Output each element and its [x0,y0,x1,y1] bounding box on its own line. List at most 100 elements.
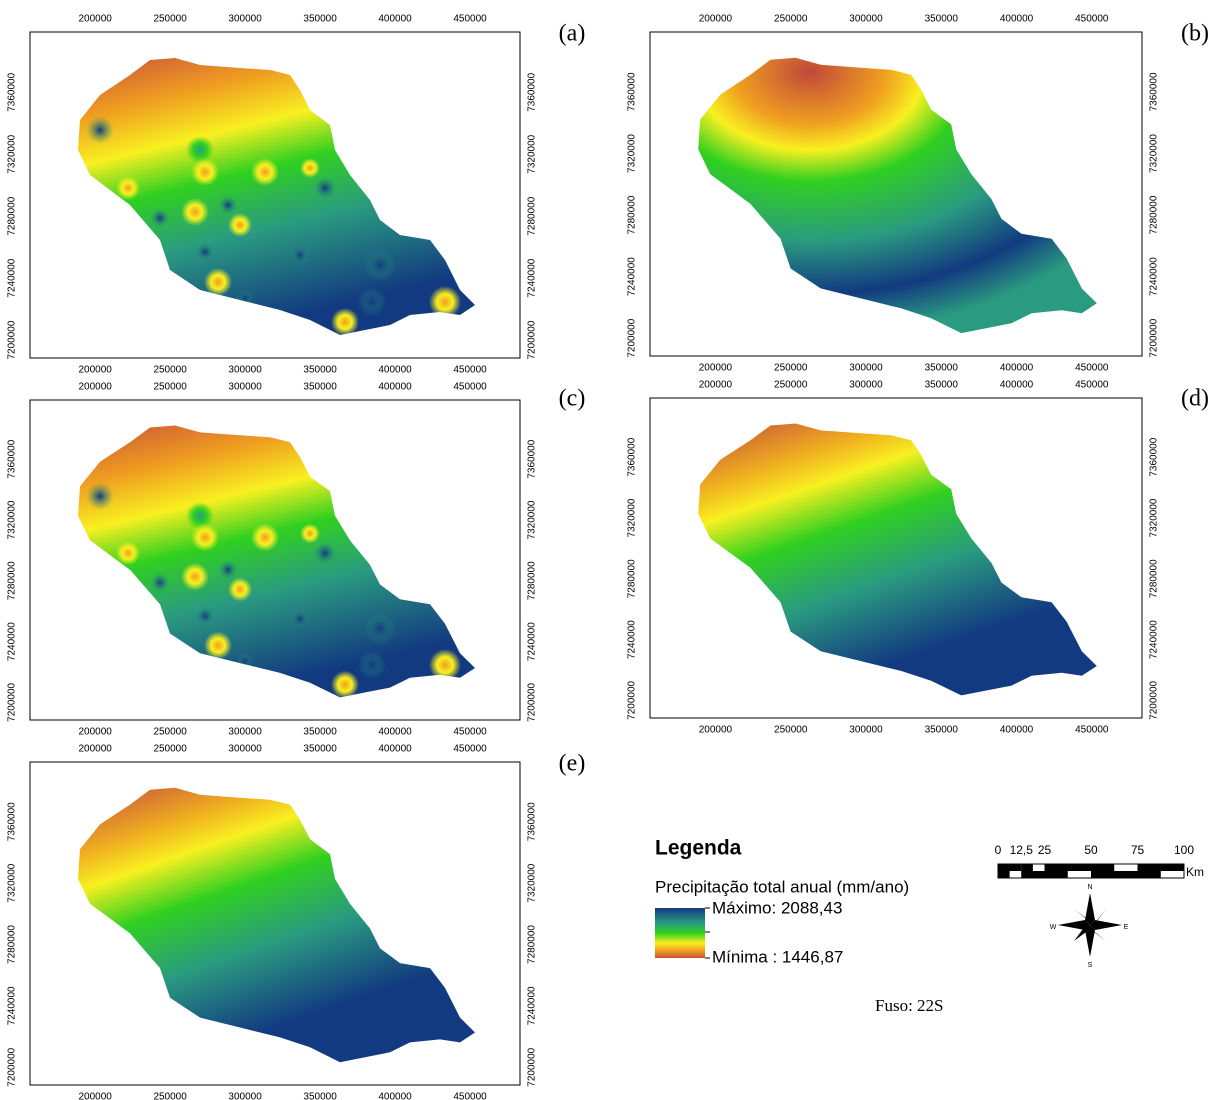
panel-label: (e) [559,751,586,777]
y-tick-label: 7240000 [627,620,638,659]
y-tick-label: 7240000 [7,622,18,661]
spot [191,158,219,186]
spot [195,605,215,626]
scale-label: 12,5 [1010,843,1034,857]
x-tick-label: 450000 [453,1092,487,1100]
spot [86,482,114,511]
x-tick-label: 350000 [303,14,337,25]
x-tick-label: 200000 [699,725,733,736]
x-tick-label: 400000 [378,1092,412,1100]
y-tick-label: 7280000 [1149,559,1160,598]
y-tick-label: 7320000 [7,863,18,902]
spot [313,541,337,566]
y-tick-label: 7200000 [527,320,538,359]
spot [251,523,279,552]
x-tick-label: 400000 [378,365,412,376]
y-tick-label: 7280000 [527,561,538,600]
x-tick-label: 400000 [378,744,412,755]
x-tick-label: 200000 [78,1092,112,1100]
scale-segment [998,864,1022,871]
x-tick-label: 200000 [78,382,112,393]
x-tick-label: 200000 [78,727,112,738]
x-tick-label: 450000 [1075,363,1109,374]
panel-label: (c) [559,386,586,412]
map-panel [29,31,521,359]
x-tick-label: 350000 [303,727,337,738]
x-tick-label: 200000 [78,365,112,376]
x-tick-label: 350000 [303,1092,337,1100]
scale-label: 100 [1174,843,1194,857]
x-tick-label: 250000 [153,14,187,25]
x-tick-label: 450000 [1075,380,1109,391]
spot [364,612,396,645]
legend-max: Máximo: 2088,43 [712,898,842,917]
y-tick-label: 7200000 [527,682,538,721]
basin-surface [698,57,1097,334]
spot [186,136,214,164]
y-tick-label: 7280000 [7,561,18,600]
map-panel [29,399,521,721]
y-tick-label: 7360000 [7,802,18,841]
scale-segment [1091,871,1138,878]
scale-segment [1137,871,1161,878]
map-panel [649,31,1143,357]
y-tick-label: 7320000 [527,863,538,902]
x-tick-label: 400000 [1000,725,1034,736]
x-tick-label: 200000 [699,363,733,374]
y-tick-label: 7320000 [1149,134,1160,173]
spot [429,286,461,318]
spot [195,242,215,262]
spot [181,198,209,226]
spot [251,158,279,186]
y-tick-label: 7320000 [7,134,18,173]
spot [150,208,170,228]
x-tick-label: 300000 [228,1092,262,1100]
x-tick-label: 400000 [1000,363,1034,374]
scale-segment [1021,864,1033,871]
y-tick-label: 7280000 [7,196,18,235]
spot [218,195,238,215]
zone-note: Fuso: 22S [875,996,944,1015]
y-tick-label: 7360000 [527,439,538,478]
y-tick-label: 7200000 [1149,680,1160,719]
spot [204,631,232,660]
compass-w: W [1050,924,1057,931]
scale-segment [1044,871,1068,878]
y-tick-label: 7200000 [7,682,18,721]
y-tick-label: 7360000 [527,802,538,841]
spot [358,288,386,316]
y-tick-label: 7240000 [527,986,538,1025]
compass-e: E [1124,924,1129,931]
spot [290,245,310,265]
y-tick-label: 7360000 [1149,72,1160,111]
legend-subtitle: Precipitação total anual (mm/ano) [655,877,909,896]
spot [86,116,114,144]
y-tick-label: 7320000 [7,500,18,539]
x-tick-label: 350000 [925,725,959,736]
y-tick-label: 7360000 [7,439,18,478]
y-tick-label: 7200000 [627,680,638,719]
x-tick-label: 250000 [153,365,187,376]
x-tick-label: 350000 [303,365,337,376]
spot [300,523,320,544]
x-tick-label: 350000 [303,382,337,393]
x-tick-label: 300000 [849,725,883,736]
spot [300,158,320,178]
compass-n: N [1087,884,1092,891]
y-tick-label: 7360000 [627,437,638,476]
interpolation-spots [86,482,461,698]
spot [331,308,359,335]
x-tick-label: 450000 [1075,725,1109,736]
spot [191,523,219,552]
y-tick-label: 7240000 [1149,620,1160,659]
legend-title: Legenda [655,837,742,860]
scale-segment [1021,871,1045,878]
y-tick-label: 7360000 [7,72,18,111]
y-tick-label: 7360000 [527,72,538,111]
y-tick-label: 7200000 [527,1047,538,1086]
scale-segment [1091,864,1115,871]
y-tick-label: 7360000 [1149,437,1160,476]
